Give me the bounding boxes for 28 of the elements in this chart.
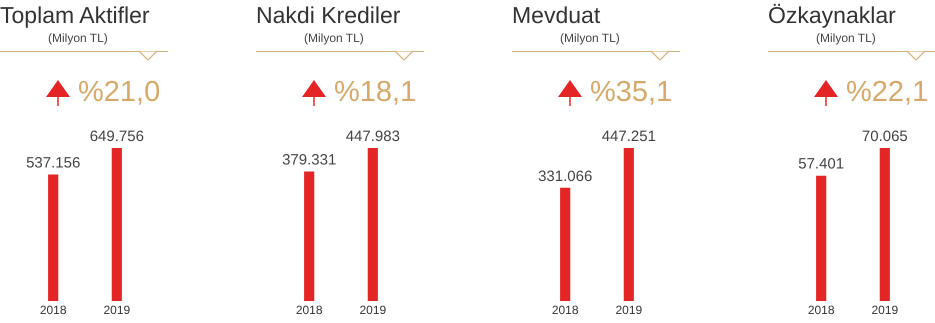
- chart-subtitle: (Milyon TL): [560, 31, 620, 45]
- chart-title: Özkaynaklar: [768, 2, 896, 29]
- chart-subtitle: (Milyon TL): [816, 31, 876, 45]
- data-label: 70.065: [862, 128, 908, 146]
- data-label: 447.983: [346, 128, 400, 146]
- data-label: 537.156: [26, 154, 80, 172]
- text: %35,1: [590, 76, 672, 109]
- x-tick-label: 2018: [296, 303, 323, 317]
- text: %21,0: [78, 76, 160, 109]
- data-label: 649.756: [90, 128, 144, 146]
- x-tick-label: 2018: [808, 303, 835, 317]
- data-label: 447.251: [602, 128, 656, 146]
- x-tick-label: 2019: [103, 303, 130, 317]
- chart-subtitle: (Milyon TL): [304, 31, 364, 45]
- chart-title: Toplam Aktifler: [0, 2, 150, 29]
- x-tick-label: 2019: [871, 303, 898, 317]
- chart-subtitle: (Milyon TL): [48, 31, 108, 45]
- x-tick-label: 2019: [615, 303, 642, 317]
- data-label: 331.066: [538, 168, 592, 185]
- x-tick-label: 2018: [40, 303, 67, 317]
- text: %18,1: [334, 76, 416, 109]
- chart-title: Mevduat: [512, 2, 600, 29]
- x-tick-label: 2018: [552, 303, 579, 317]
- text: %22,1: [846, 76, 928, 109]
- data-label: 57.401: [798, 156, 844, 173]
- data-label: 379.331: [282, 151, 336, 168]
- x-tick-label: 2019: [359, 303, 386, 317]
- chart-title: Nakdi Krediler: [256, 2, 400, 29]
